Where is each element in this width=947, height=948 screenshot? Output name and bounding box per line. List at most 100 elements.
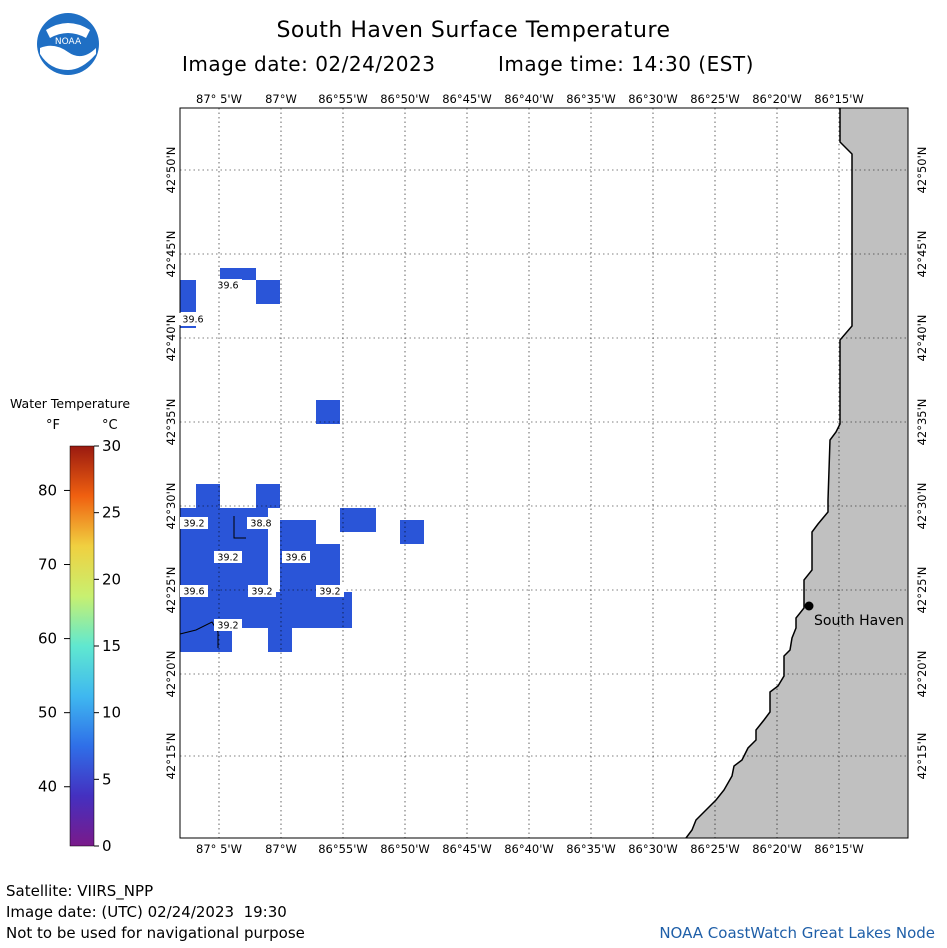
lat-label-right: 42°40'N bbox=[915, 315, 929, 362]
legend-c-tick: 10 bbox=[102, 704, 121, 722]
footer-satellite: Satellite: VIIRS_NPP bbox=[6, 882, 154, 900]
lat-label-left: 42°45'N bbox=[164, 231, 178, 278]
temperature-label: 39.6 bbox=[179, 313, 207, 326]
lat-label-left: 42°30'N bbox=[164, 483, 178, 530]
lat-label-right: 42°20'N bbox=[915, 651, 929, 698]
water-cell bbox=[256, 484, 280, 508]
lat-label-right: 42°50'N bbox=[915, 147, 929, 194]
temperature-label: 39.2 bbox=[180, 517, 208, 530]
grid-lines bbox=[180, 108, 908, 838]
legend-title: Water Temperature bbox=[10, 396, 131, 411]
contour-line bbox=[233, 516, 246, 539]
lon-label-bottom: 86°45'W bbox=[442, 842, 492, 856]
legend-c-tick: 15 bbox=[102, 637, 121, 655]
lon-label-top: 86°35'W bbox=[566, 92, 616, 106]
lat-label-left: 42°15'N bbox=[164, 733, 178, 780]
svg-text:39.6: 39.6 bbox=[182, 315, 203, 326]
temperature-label: 39.2 bbox=[214, 551, 242, 564]
water-cell bbox=[280, 520, 316, 544]
temperature-label: 39.6 bbox=[214, 279, 242, 292]
lon-label-top: 87°W bbox=[265, 92, 297, 106]
footer-utc-date: Image date: (UTC) 02/24/2023 19:30 bbox=[6, 903, 287, 921]
legend-c-tick: 0 bbox=[102, 837, 112, 855]
lon-label-bottom: 86°25'W bbox=[690, 842, 740, 856]
legend-unit-c: °C bbox=[102, 418, 118, 433]
lon-label-top: 86°30'W bbox=[628, 92, 678, 106]
footer-node: NOAA CoastWatch Great Lakes Node bbox=[659, 924, 935, 942]
svg-text:39.2: 39.2 bbox=[183, 519, 204, 530]
city-marker-icon bbox=[804, 601, 814, 611]
water-cell bbox=[340, 508, 376, 532]
lon-label-top: 86°55'W bbox=[318, 92, 368, 106]
lat-label-right: 42°15'N bbox=[915, 733, 929, 780]
svg-text:39.6: 39.6 bbox=[217, 281, 238, 292]
temperature-label: 39.6 bbox=[180, 585, 208, 598]
lat-label-right: 42°30'N bbox=[915, 483, 929, 530]
contour-line bbox=[179, 621, 219, 648]
temperature-label: 39.2 bbox=[248, 585, 276, 598]
lon-label-top: 87° 5'W bbox=[196, 92, 242, 106]
lon-label-top: 86°50'W bbox=[380, 92, 430, 106]
lat-label-left: 42°40'N bbox=[164, 315, 178, 362]
lat-label-left: 42°20'N bbox=[164, 651, 178, 698]
water-cell bbox=[196, 484, 220, 508]
water-cell bbox=[220, 268, 256, 280]
land-area bbox=[686, 108, 908, 838]
legend-f-tick: 70 bbox=[38, 556, 57, 574]
water-cell bbox=[316, 400, 340, 424]
legend-f-tick: 50 bbox=[38, 704, 57, 722]
lon-label-top: 86°20'W bbox=[752, 92, 802, 106]
temperature-label: 39.2 bbox=[316, 585, 344, 598]
legend-f-tick: 60 bbox=[38, 630, 57, 648]
longitude-labels-top: 87° 5'W 87°W 86°55'W 86°50'W 86°45'W 86°40'W 8… bbox=[196, 92, 864, 106]
water-cell bbox=[400, 520, 424, 544]
lon-label-bottom: 87°W bbox=[265, 842, 297, 856]
lon-label-bottom: 86°30'W bbox=[628, 842, 678, 856]
legend-c-tick: 25 bbox=[102, 504, 121, 522]
map-frame bbox=[179, 107, 909, 839]
lon-label-top: 86°15'W bbox=[814, 92, 864, 106]
temperature-label: 39.2 bbox=[214, 619, 242, 632]
temperature-label: 39.6 bbox=[282, 551, 310, 564]
lon-label-top: 86°40'W bbox=[504, 92, 554, 106]
svg-text:39.6: 39.6 bbox=[183, 587, 204, 598]
temperature-label: 38.8 bbox=[247, 517, 275, 530]
lon-label-top: 86°45'W bbox=[442, 92, 492, 106]
lat-label-right: 42°25'N bbox=[915, 567, 929, 614]
svg-text:39.6: 39.6 bbox=[285, 553, 306, 564]
latitude-labels-left: 42°50'N 42°45'N 42°40'N 42°35'N 42°30'N 42°25… bbox=[164, 147, 178, 780]
footer-disclaimer: Not to be used for navigational purpose bbox=[6, 924, 305, 942]
lon-label-bottom: 86°55'W bbox=[318, 842, 368, 856]
longitude-labels-bottom: 87° 5'W 87°W 86°55'W 86°50'W 86°45'W 86°40'W 8… bbox=[196, 842, 864, 856]
city-label: South Haven bbox=[814, 613, 904, 629]
lon-label-top: 86°25'W bbox=[690, 92, 740, 106]
lat-label-left: 42°35'N bbox=[164, 399, 178, 446]
legend-c-ticks: 30 25 20 15 10 5 0 bbox=[94, 437, 121, 855]
svg-text:39.2: 39.2 bbox=[217, 621, 238, 632]
image-time: Image time: 14:30 (EST) bbox=[498, 52, 754, 76]
legend-c-tick: 5 bbox=[102, 770, 112, 788]
lon-label-bottom: 86°40'W bbox=[504, 842, 554, 856]
water-cell bbox=[180, 592, 352, 628]
water-cell bbox=[180, 326, 196, 328]
legend-c-tick: 20 bbox=[102, 570, 121, 588]
water-temperature-cells bbox=[180, 268, 424, 652]
legend-f-tick: 80 bbox=[38, 481, 57, 499]
svg-text:39.2: 39.2 bbox=[319, 587, 340, 598]
noaa-logo-icon: NOAA bbox=[37, 13, 99, 75]
svg-text:39.2: 39.2 bbox=[217, 553, 238, 564]
legend-unit-f: °F bbox=[46, 418, 60, 433]
lon-label-bottom: 86°15'W bbox=[814, 842, 864, 856]
lat-label-right: 42°35'N bbox=[915, 399, 929, 446]
water-cell bbox=[256, 280, 280, 304]
lon-label-bottom: 86°20'W bbox=[752, 842, 802, 856]
lon-label-bottom: 86°50'W bbox=[380, 842, 430, 856]
temperature-labels: 39.6 39.6 39.2 38.8 39.2 39.6 39.6 39.2 39.2 39.2 bbox=[179, 279, 344, 632]
legend-color-bar bbox=[69, 445, 95, 847]
coastline bbox=[685, 108, 853, 839]
logo-text: NOAA bbox=[55, 37, 82, 47]
lat-label-left: 42°50'N bbox=[164, 147, 178, 194]
lon-label-bottom: 86°35'W bbox=[566, 842, 616, 856]
water-cell bbox=[268, 628, 292, 652]
